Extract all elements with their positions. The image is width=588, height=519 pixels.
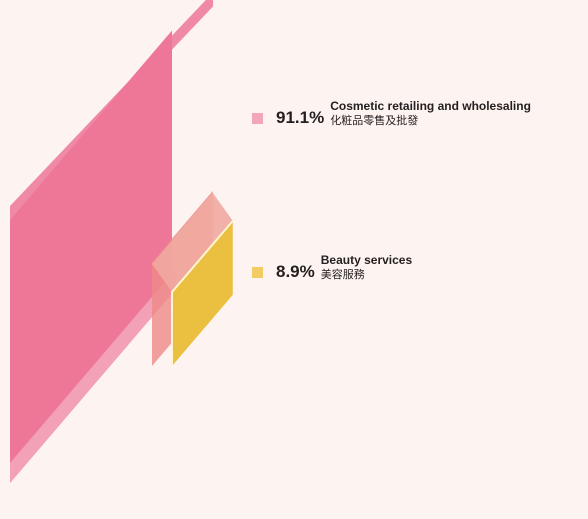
legend-item-cosmetics: 91.1% Cosmetic retailing and wholesaling… — [252, 99, 531, 128]
legend-item-beauty: 8.9% Beauty services 美容服務 — [252, 253, 412, 282]
beauty-legend-swatch — [252, 267, 263, 278]
beauty-block-highlight-edge — [171, 220, 234, 366]
beauty-labels: Beauty services 美容服務 — [321, 253, 412, 282]
beauty-label-en: Beauty services — [320, 253, 413, 267]
cosmetics-labels: Cosmetic retailing and wholesaling 化粧品零售… — [330, 99, 531, 128]
beauty-services-block — [152, 190, 234, 366]
cosmetic-block-bottom-face — [10, 269, 175, 483]
cosmetics-legend-swatch — [252, 113, 263, 124]
beauty-label-zh: 美容服務 — [320, 268, 365, 281]
beauty-block-top-face — [152, 192, 233, 292]
cosmetics-percentage: 91.1% — [276, 108, 325, 127]
beauty-block-front-face — [172, 220, 233, 366]
beauty-percentage: 8.9% — [276, 262, 315, 281]
cosmetic-retailing-block — [10, 0, 213, 484]
cosmetics-label-zh: 化粧品零售及批發 — [330, 114, 419, 127]
cosmetics-label-en: Cosmetic retailing and wholesaling — [330, 99, 531, 113]
cosmetic-block-front-face — [10, 30, 172, 484]
